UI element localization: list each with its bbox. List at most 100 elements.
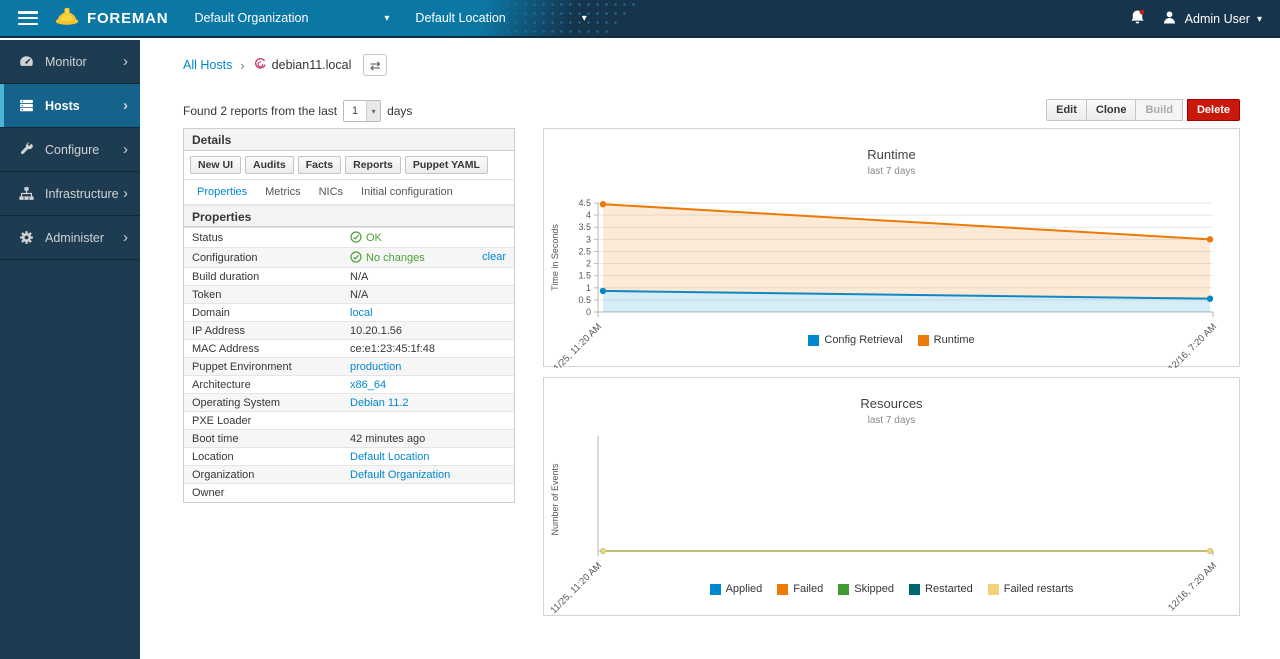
property-label: Puppet Environment [184, 358, 342, 376]
property-value: Debian 11.2 [342, 394, 514, 412]
audits-button[interactable]: Audits [245, 156, 294, 174]
legend-item-failed[interactable]: Failed [777, 583, 823, 595]
property-value: N/A [342, 286, 514, 304]
legend-swatch [918, 335, 929, 346]
property-label: Status [184, 228, 342, 248]
property-value: Default Organization [342, 466, 514, 484]
property-value-link[interactable]: local [350, 307, 373, 319]
chevron-right-icon: › [123, 57, 128, 67]
build-button: Build [1135, 99, 1183, 121]
property-row: Operating SystemDebian 11.2 [184, 394, 514, 412]
runtime-chart-panel: Runtime last 7 days 00.511.522.533.544.5… [543, 128, 1240, 367]
details-action-buttons: New UIAuditsFactsReportsPuppet YAML [184, 151, 514, 180]
sidebar-item-hosts[interactable]: Hosts › [0, 84, 140, 128]
facts-button[interactable]: Facts [298, 156, 341, 174]
legend-swatch [909, 584, 920, 595]
organization-dropdown[interactable]: Default Organization ▾ [194, 11, 389, 25]
user-menu[interactable]: Admin User ▾ [1161, 9, 1262, 29]
sidebar-item-administer[interactable]: Administer › [0, 216, 140, 260]
legend-label: Failed restarts [1004, 583, 1074, 595]
notifications-bell-icon[interactable] [1128, 8, 1147, 30]
property-value-link[interactable]: x86_64 [350, 379, 386, 391]
caret-down-icon: ▾ [582, 13, 587, 24]
property-label: Token [184, 286, 342, 304]
brand-name: FOREMAN [87, 10, 168, 27]
sidebar-item-infrastructure[interactable]: Infrastructure › [0, 172, 140, 216]
status-text: No changes [366, 252, 425, 264]
clear-status-link[interactable]: clear [482, 251, 506, 263]
property-value-link[interactable]: Default Location [350, 451, 430, 463]
property-value-link[interactable]: production [350, 361, 401, 373]
hamburger-menu-icon[interactable] [18, 11, 38, 25]
resources-chart-legend: Applied Failed Skipped Restarted Failed rest… [544, 583, 1239, 595]
property-value: local [342, 304, 514, 322]
status-text: OK [366, 232, 382, 244]
report-days-select[interactable]: 1 ▾ [343, 100, 381, 122]
sidebar-item-label: Configure [45, 143, 99, 157]
sidebar-item-label: Hosts [45, 99, 80, 113]
property-value-link[interactable]: Debian 11.2 [350, 397, 409, 409]
sidebar-item-configure[interactable]: Configure › [0, 128, 140, 172]
details-panel-title: Details [184, 129, 514, 151]
properties-section-title: Properties [184, 205, 514, 227]
svg-text:3: 3 [586, 234, 591, 244]
svg-text:3.5: 3.5 [578, 222, 591, 232]
property-value: 42 minutes ago [342, 430, 514, 448]
property-row: Build durationN/A [184, 268, 514, 286]
svg-text:4.5: 4.5 [578, 198, 591, 208]
sitemap-icon [16, 185, 36, 202]
puppet-yaml-button[interactable]: Puppet YAML [405, 156, 488, 174]
sidebar-item-label: Monitor [45, 55, 87, 69]
main-content: All Hosts › debian11.local ⇄ Found 2 rep… [140, 40, 1280, 659]
property-value [342, 412, 514, 430]
runtime-chart-legend: Config Retrieval Runtime [544, 334, 1239, 346]
location-dropdown[interactable]: Default Location ▾ [415, 11, 586, 25]
svg-text:1.5: 1.5 [578, 271, 591, 281]
host-action-buttons: EditCloneBuildDelete [1047, 99, 1240, 121]
reports-button[interactable]: Reports [345, 156, 401, 174]
legend-swatch [808, 335, 819, 346]
property-value: N/A [342, 268, 514, 286]
delete-button[interactable]: Delete [1187, 99, 1240, 121]
legend-item-runtime[interactable]: Runtime [918, 334, 975, 346]
tab-properties[interactable]: Properties [188, 180, 256, 204]
legend-item-failed-restarts[interactable]: Failed restarts [988, 583, 1074, 595]
property-value-link[interactable]: Default Organization [350, 469, 450, 481]
new-ui-button[interactable]: New UI [190, 156, 241, 174]
legend-item-skipped[interactable]: Skipped [838, 583, 894, 595]
breadcrumb-all-hosts-link[interactable]: All Hosts [183, 58, 232, 72]
tab-nics[interactable]: NICs [310, 180, 352, 204]
status-ok-badge: No changes [350, 251, 425, 265]
tab-initial-configuration[interactable]: Initial configuration [352, 180, 462, 204]
property-label: Organization [184, 466, 342, 484]
legend-item-config-retrieval[interactable]: Config Retrieval [808, 334, 902, 346]
property-label: PXE Loader [184, 412, 342, 430]
clone-button[interactable]: Clone [1086, 99, 1137, 121]
gauge-icon [16, 53, 36, 70]
edit-button[interactable]: Edit [1046, 99, 1087, 121]
property-label: Domain [184, 304, 342, 322]
property-row: ConfigurationNo changesclear [184, 248, 514, 268]
legend-item-applied[interactable]: Applied [710, 583, 763, 595]
sidebar-item-monitor[interactable]: Monitor › [0, 40, 140, 84]
property-row: Boot time42 minutes ago [184, 430, 514, 448]
property-value: ce:e1:23:45:1f:48 [342, 340, 514, 358]
tab-metrics[interactable]: Metrics [256, 180, 309, 204]
servers-icon [16, 97, 36, 114]
property-label: IP Address [184, 322, 342, 340]
legend-item-restarted[interactable]: Restarted [909, 583, 973, 595]
property-row: Architecturex86_64 [184, 376, 514, 394]
breadcrumb-separator: › [240, 58, 244, 73]
status-ok-badge: OK [350, 231, 382, 245]
debian-logo-icon [253, 57, 267, 74]
property-label: Build duration [184, 268, 342, 286]
svg-text:4: 4 [586, 210, 591, 220]
foreman-logo[interactable]: FOREMAN [54, 6, 168, 30]
svg-text:Number of Events: Number of Events [550, 463, 560, 536]
charts-column: Runtime last 7 days 00.511.522.533.544.5… [543, 128, 1240, 626]
property-row: MAC Addressce:e1:23:45:1f:48 [184, 340, 514, 358]
property-row: PXE Loader [184, 412, 514, 430]
svg-text:2: 2 [586, 259, 591, 269]
breadcrumb-current-host: debian11.local [253, 57, 352, 74]
switch-host-button[interactable]: ⇄ [363, 54, 387, 76]
